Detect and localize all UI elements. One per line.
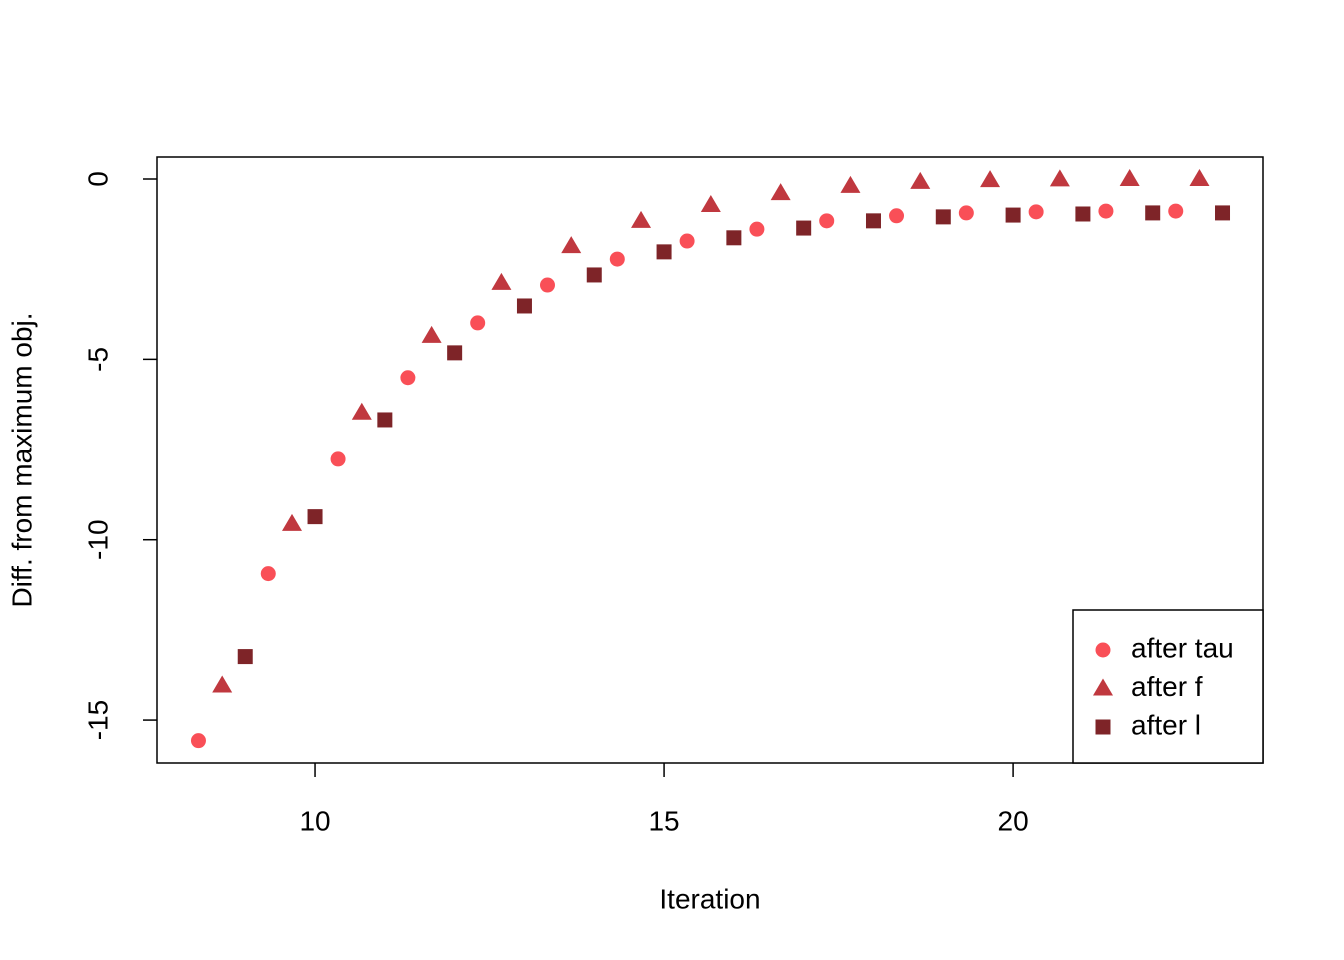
point [1145, 205, 1161, 221]
point [819, 213, 835, 229]
point [796, 220, 812, 236]
point [421, 325, 442, 343]
legend-label: after tau [1131, 632, 1234, 663]
point [377, 412, 393, 428]
point [282, 513, 303, 531]
point [1215, 205, 1231, 221]
point [586, 267, 602, 283]
plot-frame [156, 156, 1264, 764]
point [910, 171, 931, 189]
point [190, 733, 206, 749]
legend-marker [1095, 719, 1111, 735]
point [679, 233, 695, 249]
point [260, 566, 276, 582]
y-tick-label: -5 [82, 347, 113, 372]
point [631, 210, 652, 228]
point [770, 183, 791, 201]
legend-marker [1093, 678, 1113, 696]
point [330, 451, 346, 467]
x-axis-label: Iteration [659, 883, 760, 914]
y-tick-label: 0 [82, 171, 113, 187]
point [1075, 206, 1091, 222]
point [516, 298, 532, 314]
point [351, 402, 372, 420]
point [539, 277, 555, 293]
point [1049, 169, 1070, 187]
point [1005, 207, 1021, 223]
point [726, 230, 742, 246]
point [840, 175, 861, 193]
point [700, 194, 721, 212]
point [980, 170, 1001, 188]
point [561, 236, 582, 254]
point [491, 272, 512, 290]
point [889, 208, 905, 224]
x-tick-label: 15 [648, 805, 679, 836]
point [935, 209, 951, 225]
point [470, 315, 486, 331]
y-axis-label: Diff. from maximum obj. [6, 312, 37, 607]
point [447, 345, 463, 361]
point [1168, 203, 1184, 219]
point [400, 370, 416, 386]
x-tick-label: 10 [299, 805, 330, 836]
point [958, 205, 974, 221]
legend-marker [1095, 642, 1111, 658]
point [865, 213, 881, 229]
x-tick-label: 20 [998, 805, 1029, 836]
legend-label: after l [1131, 709, 1201, 740]
point [1098, 203, 1114, 219]
legend-label: after f [1131, 671, 1203, 702]
point [212, 675, 233, 693]
point [609, 251, 625, 267]
point [749, 221, 765, 237]
point [656, 244, 672, 260]
point [1119, 169, 1140, 187]
point [237, 649, 253, 665]
y-tick-label: -15 [82, 700, 113, 740]
point [1189, 169, 1210, 187]
y-tick-label: -10 [82, 519, 113, 559]
point [307, 509, 323, 525]
point [1028, 204, 1044, 220]
